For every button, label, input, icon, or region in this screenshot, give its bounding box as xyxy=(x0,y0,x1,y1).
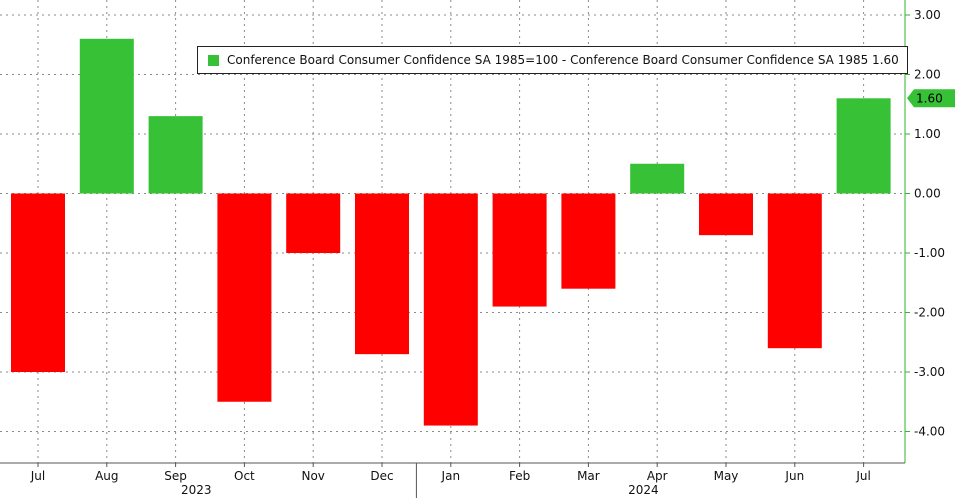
y-tick-label: 0.00 xyxy=(914,187,941,201)
y-tick-label: -4.00 xyxy=(914,425,945,439)
x-tick-label: Aug xyxy=(95,469,118,483)
bar-sep-2 xyxy=(148,116,203,194)
bar-jan-6 xyxy=(423,193,478,426)
y-tick-label: 2.00 xyxy=(914,68,941,82)
bar-mar-8 xyxy=(561,193,616,289)
last-value-tag xyxy=(907,89,955,108)
x-tick-label: Oct xyxy=(234,469,255,483)
bar-dec-5 xyxy=(355,193,409,355)
y-tick-label: -2.00 xyxy=(914,306,945,320)
legend-swatch xyxy=(208,54,219,66)
x-tick-label: Feb xyxy=(509,469,530,483)
x-tick-label: Jan xyxy=(441,469,461,483)
legend-label: Conference Board Consumer Confidence SA … xyxy=(227,53,899,67)
bar-oct-3 xyxy=(217,193,272,402)
x-tick-label: Nov xyxy=(301,469,324,483)
x-tick-label: Jul xyxy=(855,469,870,483)
bar-jun-11 xyxy=(767,193,822,349)
bar-aug-1 xyxy=(79,38,134,194)
y-tick-label: 3.00 xyxy=(914,8,941,22)
year-label-2023: 2023 xyxy=(181,483,212,497)
bar-may-10 xyxy=(699,193,753,236)
x-tick-label: Jul xyxy=(30,469,45,483)
legend: Conference Board Consumer Confidence SA … xyxy=(197,46,908,74)
year-label-2024: 2024 xyxy=(628,483,659,497)
last-value-label: 1.60 xyxy=(916,91,943,105)
y-tick-label: -1.00 xyxy=(914,246,945,260)
bar-jul-12 xyxy=(836,98,891,194)
x-tick-label: May xyxy=(714,469,739,483)
x-tick-label: Mar xyxy=(577,469,600,483)
bar-feb-7 xyxy=(492,193,547,307)
x-tick-label: Sep xyxy=(164,469,187,483)
bar-apr-9 xyxy=(630,163,685,194)
y-tick-label: 1.00 xyxy=(914,127,941,141)
bar-jul-0 xyxy=(11,193,65,372)
bar-nov-4 xyxy=(286,193,341,253)
x-tick-label: Dec xyxy=(370,469,393,483)
x-tick-label: Jun xyxy=(784,469,804,483)
x-tick-label: Apr xyxy=(647,469,668,483)
y-tick-label: -3.00 xyxy=(914,365,945,379)
